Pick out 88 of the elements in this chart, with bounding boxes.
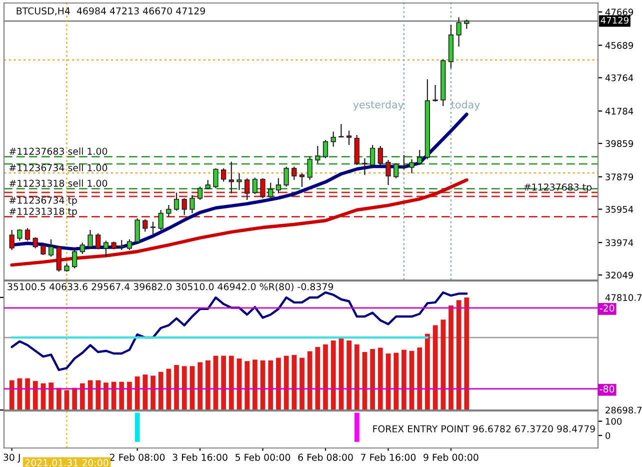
candlestick [401, 154, 406, 170]
ref-line-label: 47129 [600, 16, 628, 24]
line-series [10, 291, 468, 372]
x-tick-label: 9 Feb 00:00 [424, 454, 478, 461]
y-tick-label: 47810.7 [605, 294, 642, 301]
candlestick [378, 145, 383, 166]
candlestick [315, 145, 320, 164]
candlestick [134, 218, 140, 244]
candlestick [284, 166, 289, 188]
candlestick [338, 123, 344, 138]
ref-line-label: yesterday [353, 100, 404, 110]
x-tick-label: 3 Feb 16:00 [172, 454, 228, 461]
candlestick [362, 158, 368, 176]
candlestick [182, 198, 187, 216]
candlestick [322, 139, 328, 159]
candlestick [252, 177, 258, 195]
candlestick [236, 172, 242, 191]
candlestick [142, 218, 148, 232]
ref-line-label: #11231318 sell 1.00 [9, 180, 108, 187]
candlestick [9, 229, 14, 251]
y-tick-label: 0 [606, 432, 610, 440]
candlestick [205, 179, 210, 190]
candlestick [260, 178, 266, 199]
ref-line-label: #11236734 tp [9, 196, 77, 206]
candlestick [119, 239, 124, 251]
ref-line-label: today [451, 100, 480, 110]
x-tick-label: 5 Feb 00:00 [236, 454, 290, 461]
candlestick [80, 242, 85, 255]
y-tick-label: 33974 [606, 239, 634, 246]
candlestick [88, 229, 93, 249]
y-tick-label: 28698.7 [606, 406, 642, 414]
y-tick-label: 43764 [605, 74, 634, 82]
y-tick-label: 100 [606, 418, 622, 425]
y-tick-label: 35954 [606, 206, 634, 213]
candlestick [197, 186, 203, 201]
chart-title: 35100.5 40633.6 29567.4 39682.0 30510.0 46942.0 %R(80) -0.8379 [8, 282, 334, 292]
candlestick [346, 130, 352, 146]
candlestick [126, 238, 132, 251]
candlestick [56, 246, 62, 272]
line-series [10, 178, 468, 267]
candlestick [299, 172, 305, 188]
candlestick [292, 166, 297, 181]
x-tick-label: 30 J [4, 454, 20, 463]
candlestick [228, 161, 234, 194]
candlestick [276, 178, 282, 194]
candlestick [268, 182, 274, 199]
candlestick [394, 162, 399, 179]
candlestick [190, 194, 195, 214]
candlestick [244, 178, 250, 201]
candlestick [40, 244, 46, 256]
y2-tick-label: -20 [600, 304, 614, 312]
chart-title: BTCUSD,H4 46984 47213 46670 47129 [16, 7, 205, 16]
ref-line-label: #11236734 sell 1.00 [9, 164, 108, 172]
x-tick-label: 7 Feb 16:00 [361, 454, 416, 461]
candlestick [158, 209, 164, 231]
ref-line-label: #11237683 sell 1.00 [9, 148, 108, 155]
y-tick-label: 32049 [606, 272, 634, 279]
candlestick [220, 168, 226, 182]
text: FOREX ENTRY POINT 96.6782 67.3720 98.4779 [373, 425, 595, 432]
y-tick-label: 47669 [605, 8, 634, 16]
candlestick [150, 221, 156, 236]
candlestick [96, 232, 101, 250]
candlestick [456, 16, 462, 48]
candlestick [174, 192, 180, 212]
candlestick [464, 19, 470, 30]
candlestick [72, 249, 78, 269]
candlestick [370, 144, 376, 168]
x-tick-label: 2 Feb 08:00 [110, 454, 165, 461]
y-tick-label: 41784 [605, 108, 634, 115]
y-tick-label: 45689 [605, 42, 634, 49]
candlestick [432, 84, 438, 102]
candlestick [103, 240, 109, 258]
candlestick [213, 168, 218, 189]
ref-line-label: #11231318 tp [9, 208, 77, 217]
candlestick [48, 238, 54, 258]
candlestick [386, 159, 391, 186]
candlestick [307, 156, 312, 181]
y-tick-label: 37879 [606, 174, 634, 180]
y2-tick-label: -80 [600, 385, 614, 393]
x-tick-label: 6 Feb 08:00 [298, 454, 353, 461]
candlestick [330, 131, 336, 148]
ref-line-label: 2021.01.31 20:00 [25, 459, 108, 466]
candlestick [24, 227, 30, 242]
candlestick [417, 149, 422, 165]
y-tick-label: 39859 [606, 140, 634, 148]
candlestick [409, 158, 414, 174]
candlestick [32, 236, 38, 249]
candlestick [166, 204, 172, 218]
